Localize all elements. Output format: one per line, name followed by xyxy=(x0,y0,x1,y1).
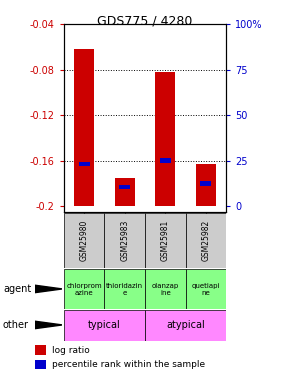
Bar xyxy=(186,269,226,309)
Text: quetiapi
ne: quetiapi ne xyxy=(192,283,220,296)
Bar xyxy=(64,310,145,340)
Text: atypical: atypical xyxy=(166,320,205,330)
Bar xyxy=(200,181,211,186)
Bar xyxy=(196,164,216,206)
Text: log ratio: log ratio xyxy=(52,346,90,355)
Bar xyxy=(79,162,90,166)
Bar xyxy=(145,269,186,309)
Polygon shape xyxy=(35,285,62,293)
Bar xyxy=(104,269,145,309)
Text: olanzap
ine: olanzap ine xyxy=(152,283,179,296)
Text: GSM25981: GSM25981 xyxy=(161,220,170,261)
Text: GSM25980: GSM25980 xyxy=(79,220,89,261)
Bar xyxy=(64,213,104,268)
Text: agent: agent xyxy=(3,284,31,294)
Bar xyxy=(74,50,94,206)
Bar xyxy=(145,310,226,340)
Text: thioridazin
e: thioridazin e xyxy=(106,283,143,296)
Bar xyxy=(155,72,175,206)
Bar xyxy=(186,213,226,268)
Bar xyxy=(35,345,46,355)
Text: other: other xyxy=(3,320,29,330)
Text: percentile rank within the sample: percentile rank within the sample xyxy=(52,360,205,369)
Polygon shape xyxy=(35,321,62,328)
Text: GSM25982: GSM25982 xyxy=(201,220,211,261)
Bar xyxy=(160,159,171,163)
Text: GSM25983: GSM25983 xyxy=(120,220,129,261)
Text: typical: typical xyxy=(88,320,121,330)
Bar xyxy=(115,178,135,206)
Text: chlorprom
azine: chlorprom azine xyxy=(66,283,102,296)
Bar xyxy=(104,213,145,268)
Bar xyxy=(35,360,46,369)
Text: GDS775 / 4280: GDS775 / 4280 xyxy=(97,15,193,28)
Bar xyxy=(64,269,104,309)
Bar xyxy=(145,213,186,268)
Bar xyxy=(119,184,130,189)
